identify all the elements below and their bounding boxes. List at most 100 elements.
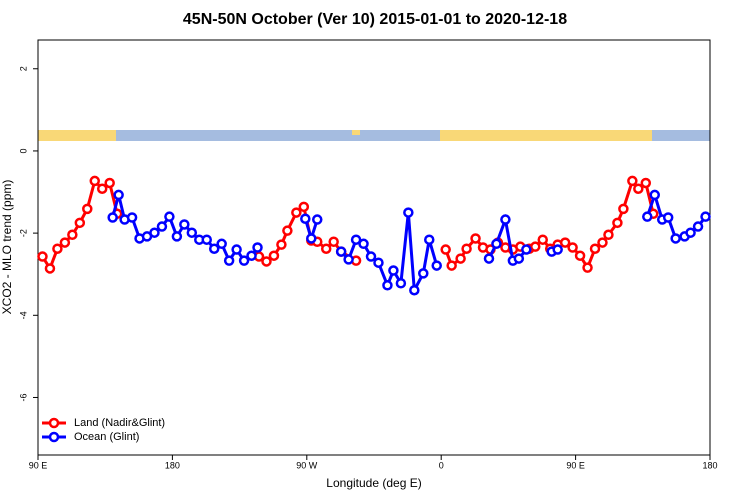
- data-point: [470, 233, 481, 244]
- data-point: [358, 238, 369, 250]
- data-point: [612, 217, 623, 229]
- data-point: [685, 227, 696, 238]
- data-point: [403, 207, 414, 218]
- data-point: [552, 244, 563, 255]
- chart-title: 45N-50N October (Ver 10) 2015-01-01 to 2…: [183, 11, 567, 28]
- legend-label: Ocean (Glint): [74, 431, 139, 443]
- data-point: [649, 189, 660, 201]
- data-point: [618, 203, 629, 215]
- data-point: [328, 236, 339, 247]
- data-point: [164, 211, 175, 222]
- data-point: [335, 246, 347, 257]
- y-axis-label: XCO2 - MLO trend (ppm): [0, 180, 14, 315]
- data-point: [582, 262, 593, 273]
- data-point: [633, 183, 644, 194]
- data-point: [246, 250, 257, 261]
- data-point: [74, 217, 86, 229]
- data-point: [395, 277, 407, 289]
- data-point: [700, 211, 711, 222]
- data-point: [82, 203, 93, 215]
- data-point: [537, 234, 548, 245]
- data-point: [440, 244, 451, 255]
- data-point: [692, 221, 704, 232]
- data-point: [282, 225, 293, 236]
- data-point: [179, 219, 190, 230]
- data-point: [201, 234, 212, 245]
- data-point: [37, 251, 48, 262]
- y-tick-label: -4: [18, 311, 28, 319]
- data-point: [418, 268, 429, 279]
- data-point: [300, 213, 311, 224]
- data-point: [171, 231, 183, 242]
- data-point: [89, 175, 100, 187]
- data-point: [603, 229, 614, 241]
- x-tick-label: 0: [439, 460, 444, 470]
- data-point: [59, 237, 71, 248]
- x-tick-label: 180: [702, 460, 717, 470]
- data-point: [67, 229, 78, 241]
- data-point: [298, 201, 310, 213]
- data-point: [670, 233, 681, 244]
- y-tick-label: -2: [18, 229, 28, 237]
- data-point: [455, 253, 466, 264]
- data-point: [461, 243, 472, 254]
- data-point: [627, 175, 638, 187]
- plot-frame: [37, 39, 711, 456]
- data-point: [149, 227, 160, 238]
- data-point: [446, 260, 457, 271]
- data-point: [96, 183, 108, 194]
- x-tick-label: 90 W: [296, 460, 318, 470]
- legend-label: Land (Nadir&Glint): [74, 417, 165, 429]
- data-point: [491, 238, 502, 250]
- data-point: [388, 265, 399, 276]
- data-point: [208, 243, 220, 254]
- data-point: [365, 251, 377, 262]
- data-point: [500, 214, 511, 225]
- data-point: [589, 243, 601, 254]
- data-point: [231, 244, 242, 255]
- data-point: [156, 221, 168, 232]
- data-point: [662, 212, 674, 223]
- data-point: [597, 237, 608, 248]
- data-point: [52, 243, 63, 254]
- data-point: [261, 256, 272, 267]
- data-point: [530, 241, 541, 252]
- data-point: [306, 233, 317, 244]
- data-point: [291, 207, 302, 218]
- y-tick-label: -6: [18, 393, 28, 401]
- data-point: [521, 244, 532, 255]
- data-point: [186, 227, 198, 238]
- x-axis-label: Longitude (deg E): [326, 476, 421, 490]
- data-point: [567, 242, 578, 253]
- data-point: [382, 280, 393, 291]
- x-tick-label: 180: [165, 460, 180, 470]
- data-point: [483, 253, 495, 264]
- data-point: [268, 250, 280, 261]
- data-point: [409, 284, 420, 296]
- land-ocean-mask: [38, 130, 710, 141]
- x-tick-label: 90 E: [29, 460, 48, 470]
- data-point: [113, 189, 124, 201]
- data-point: [107, 212, 118, 223]
- data-point: [642, 211, 653, 222]
- data-point: [223, 255, 235, 266]
- data-point: [350, 234, 362, 245]
- legend-marker: [48, 417, 60, 429]
- y-tick-label: 0: [18, 148, 28, 153]
- data-point: [126, 212, 138, 223]
- data-point: [238, 255, 250, 266]
- data-point: [44, 263, 56, 274]
- data-point: [216, 238, 227, 250]
- data-point: [343, 254, 354, 265]
- data-point: [252, 242, 263, 253]
- data-point: [574, 250, 586, 261]
- data-point: [640, 177, 652, 189]
- data-point: [276, 239, 287, 250]
- data-point: [373, 257, 384, 268]
- data-point: [104, 177, 115, 189]
- data-point: [424, 234, 435, 245]
- data-point: [559, 237, 571, 248]
- data-point: [320, 243, 332, 254]
- y-tick-label: 2: [18, 66, 28, 71]
